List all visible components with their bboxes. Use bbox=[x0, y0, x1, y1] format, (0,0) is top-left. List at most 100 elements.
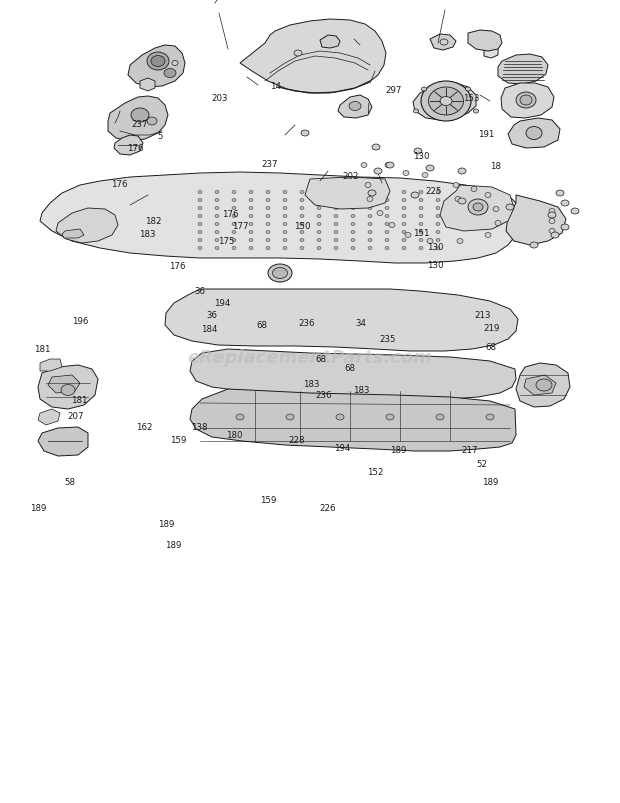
Ellipse shape bbox=[368, 207, 372, 210]
Ellipse shape bbox=[402, 199, 406, 202]
Text: 228: 228 bbox=[288, 435, 304, 445]
Ellipse shape bbox=[232, 247, 236, 251]
Ellipse shape bbox=[436, 191, 440, 194]
Ellipse shape bbox=[571, 209, 579, 214]
Text: 14: 14 bbox=[270, 81, 281, 91]
Polygon shape bbox=[128, 46, 185, 88]
Text: 36: 36 bbox=[206, 310, 218, 320]
Ellipse shape bbox=[385, 223, 389, 226]
Ellipse shape bbox=[300, 215, 304, 218]
Ellipse shape bbox=[427, 239, 433, 244]
Ellipse shape bbox=[351, 247, 355, 251]
Ellipse shape bbox=[300, 247, 304, 251]
Text: 297: 297 bbox=[386, 86, 402, 96]
Ellipse shape bbox=[402, 239, 406, 243]
Ellipse shape bbox=[232, 223, 236, 226]
Ellipse shape bbox=[419, 231, 423, 234]
Ellipse shape bbox=[334, 199, 338, 202]
Ellipse shape bbox=[414, 110, 418, 114]
Polygon shape bbox=[305, 177, 390, 210]
Ellipse shape bbox=[422, 173, 428, 178]
Polygon shape bbox=[498, 55, 548, 85]
Ellipse shape bbox=[249, 239, 253, 243]
Ellipse shape bbox=[419, 247, 423, 251]
Ellipse shape bbox=[493, 207, 499, 212]
Text: 159: 159 bbox=[260, 495, 276, 504]
Text: 68: 68 bbox=[256, 320, 267, 330]
Ellipse shape bbox=[436, 223, 440, 226]
Polygon shape bbox=[38, 427, 88, 456]
Ellipse shape bbox=[294, 51, 302, 57]
Ellipse shape bbox=[411, 193, 419, 199]
Ellipse shape bbox=[215, 215, 219, 218]
Text: 237: 237 bbox=[262, 160, 278, 169]
Ellipse shape bbox=[367, 198, 373, 202]
Text: 182: 182 bbox=[146, 216, 162, 226]
Ellipse shape bbox=[436, 414, 444, 421]
Ellipse shape bbox=[317, 239, 321, 243]
Ellipse shape bbox=[300, 231, 304, 234]
Ellipse shape bbox=[232, 191, 236, 194]
Ellipse shape bbox=[485, 233, 491, 238]
Ellipse shape bbox=[374, 169, 382, 175]
Polygon shape bbox=[62, 230, 84, 238]
Ellipse shape bbox=[266, 247, 270, 251]
Ellipse shape bbox=[436, 247, 440, 251]
Ellipse shape bbox=[317, 223, 321, 226]
Text: 191: 191 bbox=[479, 129, 495, 139]
Ellipse shape bbox=[334, 207, 338, 210]
Ellipse shape bbox=[368, 215, 372, 218]
Text: 68: 68 bbox=[345, 363, 356, 373]
Text: 68: 68 bbox=[485, 342, 497, 352]
Ellipse shape bbox=[440, 40, 448, 46]
Ellipse shape bbox=[198, 207, 202, 210]
Ellipse shape bbox=[421, 82, 471, 122]
Ellipse shape bbox=[549, 229, 555, 234]
Ellipse shape bbox=[215, 207, 219, 210]
Polygon shape bbox=[524, 376, 556, 396]
Ellipse shape bbox=[273, 268, 288, 279]
Ellipse shape bbox=[455, 198, 461, 202]
Ellipse shape bbox=[334, 191, 338, 194]
Ellipse shape bbox=[349, 102, 361, 112]
Ellipse shape bbox=[548, 213, 556, 218]
Ellipse shape bbox=[422, 88, 427, 92]
Polygon shape bbox=[38, 365, 98, 410]
Ellipse shape bbox=[386, 414, 394, 421]
Text: 176: 176 bbox=[111, 180, 127, 190]
Ellipse shape bbox=[495, 221, 501, 226]
Ellipse shape bbox=[351, 231, 355, 234]
Ellipse shape bbox=[440, 97, 452, 106]
Ellipse shape bbox=[283, 223, 287, 226]
Ellipse shape bbox=[131, 109, 149, 123]
Text: 162: 162 bbox=[136, 422, 152, 432]
Ellipse shape bbox=[419, 191, 423, 194]
Ellipse shape bbox=[317, 231, 321, 234]
Text: 5: 5 bbox=[157, 132, 162, 141]
Ellipse shape bbox=[232, 207, 236, 210]
Ellipse shape bbox=[232, 199, 236, 202]
Ellipse shape bbox=[249, 191, 253, 194]
Ellipse shape bbox=[485, 194, 491, 198]
Polygon shape bbox=[140, 79, 155, 92]
Ellipse shape bbox=[466, 88, 471, 92]
Ellipse shape bbox=[385, 163, 391, 169]
Text: 226: 226 bbox=[319, 503, 335, 512]
Ellipse shape bbox=[334, 247, 338, 251]
Polygon shape bbox=[48, 376, 80, 393]
Ellipse shape bbox=[402, 223, 406, 226]
Ellipse shape bbox=[458, 199, 466, 205]
Ellipse shape bbox=[385, 199, 389, 202]
Ellipse shape bbox=[151, 56, 165, 67]
Ellipse shape bbox=[516, 93, 536, 109]
Text: 180: 180 bbox=[226, 430, 242, 440]
Ellipse shape bbox=[215, 247, 219, 251]
Ellipse shape bbox=[249, 199, 253, 202]
Text: 175: 175 bbox=[218, 236, 234, 246]
Ellipse shape bbox=[389, 223, 395, 228]
Ellipse shape bbox=[436, 207, 440, 210]
Polygon shape bbox=[516, 364, 570, 407]
Ellipse shape bbox=[147, 118, 157, 126]
Ellipse shape bbox=[266, 207, 270, 210]
Ellipse shape bbox=[372, 145, 380, 151]
